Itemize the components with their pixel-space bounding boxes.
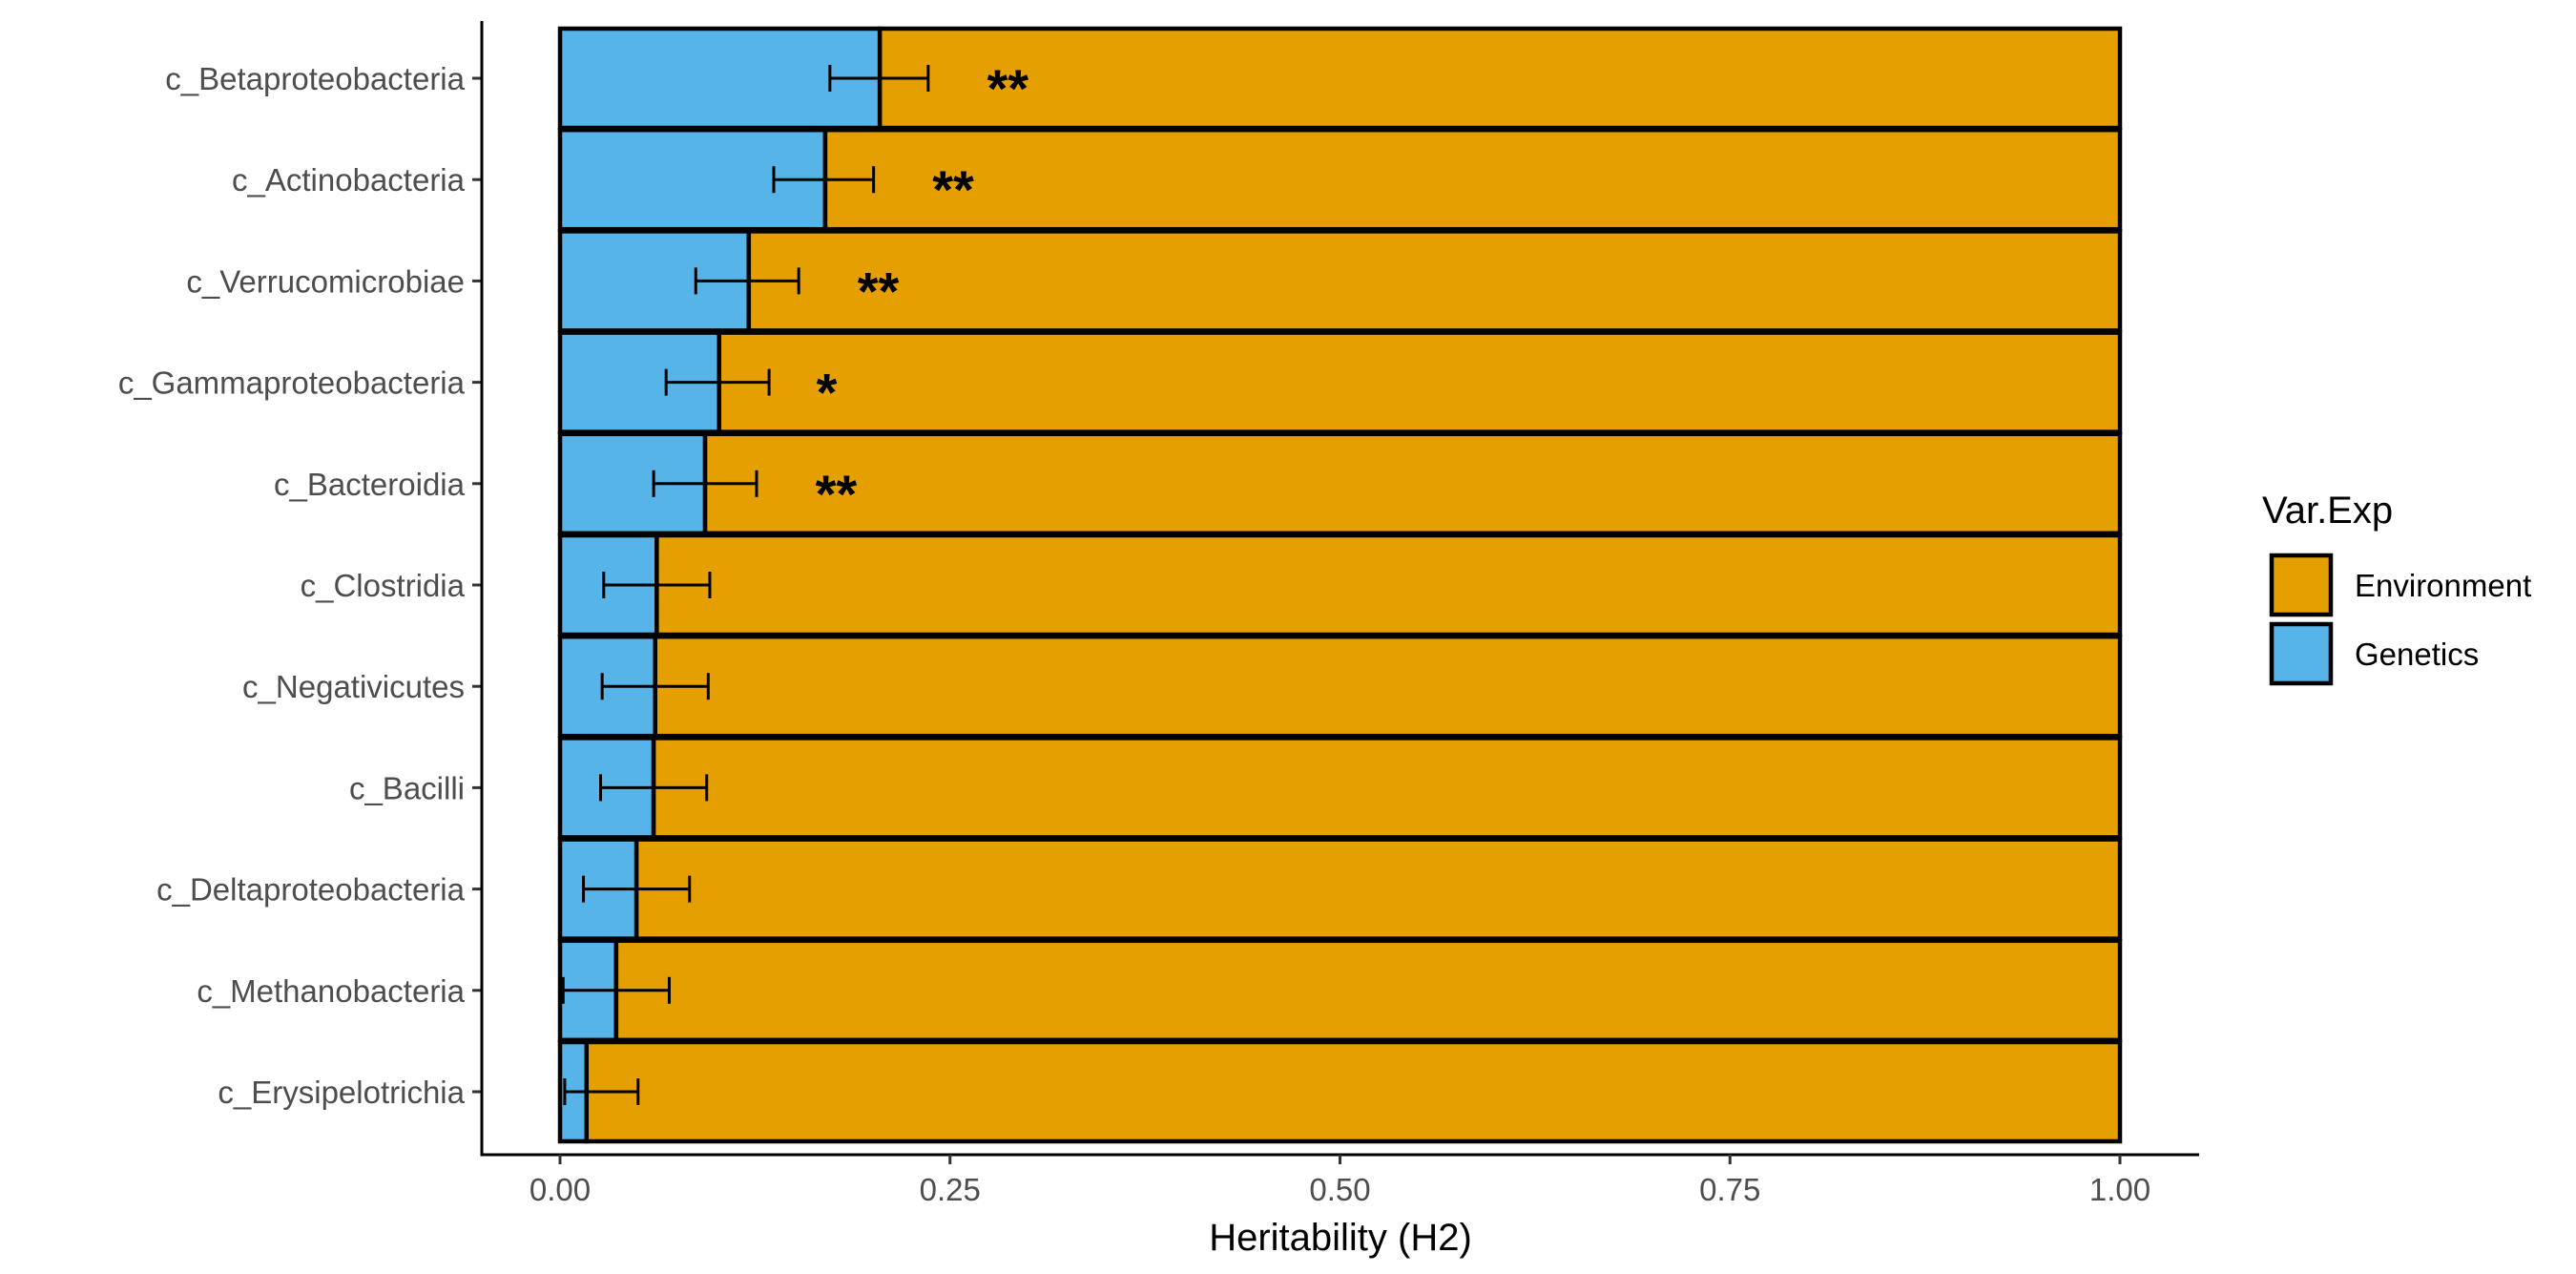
bar-environment-c_Clostridia (654, 533, 2123, 637)
bar-environment-c_Betaproteobacteria (877, 26, 2123, 131)
legend-key-environment (2269, 553, 2334, 617)
y-tick-label-c_Betaproteobacteria: c_Betaproteobacteria (165, 61, 465, 96)
bar-environment-c_Actinobacteria (822, 127, 2123, 232)
axes-layer: c_Betaproteobacteria c_Actinobacteria c_Ve… (118, 21, 2199, 1207)
legend-key-genetics (2269, 621, 2334, 686)
significance-layer: ********* (816, 58, 1029, 524)
significance-label-c_Verrucomicrobiae: ** (858, 261, 900, 321)
significance-label-c_Gammaproteobacteria: * (817, 363, 838, 423)
legend-label-environment: Environment (2355, 568, 2531, 603)
x-tick-label-1.00: 1.00 (2089, 1172, 2150, 1207)
bar-environment-c_Bacteroidia (702, 431, 2123, 536)
bar-environment-c_Methanobacteria (613, 938, 2123, 1043)
bar-genetics-c_Betaproteobacteria (557, 26, 883, 131)
y-tick-label-c_Clostridia: c_Clostridia (301, 568, 466, 603)
y-tick-label-c_Gammaproteobacteria: c_Gammaproteobacteria (118, 365, 466, 401)
legend-label-genetics: Genetics (2355, 637, 2479, 672)
significance-label-c_Bacteroidia: ** (816, 464, 858, 524)
bar-environment-c_Gammaproteobacteria (717, 330, 2123, 434)
bar-environment-c_Deltaproteobacteria (634, 837, 2123, 941)
bar-environment-c_Bacilli (651, 736, 2123, 840)
x-tick-label-0.00: 0.00 (530, 1172, 591, 1207)
y-tick-label-c_Erysipelotrichia: c_Erysipelotrichia (218, 1075, 465, 1110)
x-tick-label-0.75: 0.75 (1699, 1172, 1760, 1207)
legend: Var.Exp Environment Genetics (2262, 490, 2531, 686)
bar-environment-c_Erysipelotrichia (584, 1039, 2123, 1144)
x-axis-title: Heritability (H2) (1209, 1217, 1472, 1259)
x-tick-label-0.25: 0.25 (920, 1172, 981, 1207)
bar-environment-c_Verrucomicrobiae (746, 229, 2123, 333)
y-tick-label-c_Actinobacteria: c_Actinobacteria (232, 162, 466, 198)
y-tick-label-c_Bacteroidia: c_Bacteroidia (274, 467, 466, 502)
y-tick-label-c_Bacilli: c_Bacilli (349, 770, 465, 805)
legend-entries: Environment Genetics (2269, 553, 2531, 686)
bar-environment-c_Negativicutes (653, 634, 2123, 739)
y-tick-label-c_Verrucomicrobiae: c_Verrucomicrobiae (186, 263, 465, 299)
y-tick-label-c_Deltaproteobacteria: c_Deltaproteobacteria (156, 872, 466, 908)
significance-label-c_Betaproteobacteria: ** (987, 58, 1028, 118)
x-tick-label-0.50: 0.50 (1309, 1172, 1370, 1207)
error-bars-layer (561, 65, 930, 1105)
y-tick-label-c_Methanobacteria: c_Methanobacteria (197, 973, 465, 1009)
significance-label-c_Actinobacteria: ** (932, 159, 974, 219)
y-tick-label-c_Negativicutes: c_Negativicutes (242, 669, 465, 704)
legend-title: Var.Exp (2262, 490, 2393, 532)
bars-layer (557, 26, 2123, 1144)
